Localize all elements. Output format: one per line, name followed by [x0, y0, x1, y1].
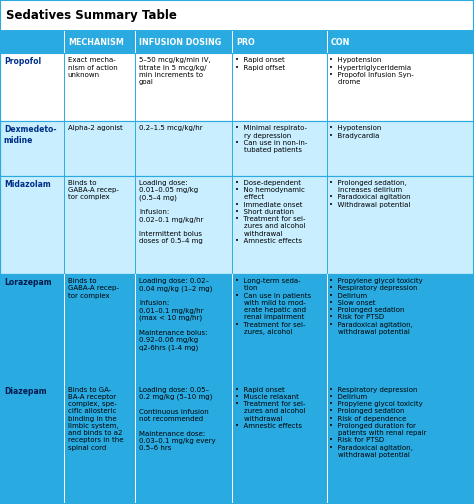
- Text: •  Rapid onset
•  Muscle relaxant
•  Treatment for sei-
    zures and alcohol
  : • Rapid onset • Muscle relaxant • Treatm…: [235, 387, 305, 429]
- Text: Propofol: Propofol: [4, 57, 41, 67]
- Text: Loading dose: 0.05–
0.2 mg/kg (5–10 mg)

Continuous infusion
not recommended

Ma: Loading dose: 0.05– 0.2 mg/kg (5–10 mg) …: [139, 387, 216, 451]
- Bar: [0, 383, 474, 504]
- Text: •  Propylene glycol toxicity
•  Respiratory depression
•  Delirium
•  Slow onset: • Propylene glycol toxicity • Respirator…: [329, 278, 423, 335]
- Text: •  Prolonged sedation,
    increases delirium
•  Paradoxical agitation
•  Withdr: • Prolonged sedation, increases delirium…: [329, 180, 411, 208]
- Bar: [0, 31, 474, 53]
- Text: Binds to
GABA-A recep-
tor complex: Binds to GABA-A recep- tor complex: [68, 180, 118, 201]
- Text: Loading dose: 0.02–
0.04 mg/kg (1–2 mg)

Infusion:
0.01–0.1 mg/kg/hr
(max < 10 m: Loading dose: 0.02– 0.04 mg/kg (1–2 mg) …: [139, 278, 212, 351]
- Text: Diazepam: Diazepam: [4, 387, 46, 396]
- Bar: [0, 53, 474, 121]
- Text: Binds to
GABA-A recep-
tor complex: Binds to GABA-A recep- tor complex: [68, 278, 118, 299]
- Text: Midazolam: Midazolam: [4, 180, 51, 189]
- Text: Alpha-2 agonist: Alpha-2 agonist: [68, 125, 123, 132]
- Text: PRO: PRO: [236, 38, 255, 47]
- Text: Binds to GA-
BA-A receptor
complex, spe-
cific allosteric
binding in the
limbic : Binds to GA- BA-A receptor complex, spe-…: [68, 387, 123, 451]
- Text: INFUSION DOSING: INFUSION DOSING: [139, 38, 221, 47]
- Bar: [0, 0, 474, 31]
- Text: 0.2–1.5 mcg/kg/hr: 0.2–1.5 mcg/kg/hr: [139, 125, 202, 132]
- Text: Exact mecha-
nism of action
unknown: Exact mecha- nism of action unknown: [68, 57, 118, 78]
- Text: 5–50 mcg/kg/min IV,
titrate in 5 mcg/kg/
min increments to
goal: 5–50 mcg/kg/min IV, titrate in 5 mcg/kg/…: [139, 57, 210, 85]
- Text: •  Minimal respirato-
    ry depression
•  Can use in non-in-
    tubated patien: • Minimal respirato- ry depression • Can…: [235, 125, 307, 153]
- Text: •  Hypotension
•  Bradycardia: • Hypotension • Bradycardia: [329, 125, 382, 139]
- Text: Sedatives Summary Table: Sedatives Summary Table: [6, 9, 176, 22]
- Text: •  Long-term seda-
    tion
•  Can use in patients
    with mild to mod-
    era: • Long-term seda- tion • Can use in pati…: [235, 278, 311, 335]
- Text: •  Hypotension
•  Hypertriglyceridemia
•  Propofol Infusion Syn-
    drome: • Hypotension • Hypertriglyceridemia • P…: [329, 57, 414, 85]
- Text: •  Respiratory depression
•  Delirium
•  Propylene glycol toxicity
•  Prolonged : • Respiratory depression • Delirium • Pr…: [329, 387, 427, 458]
- Bar: [0, 176, 474, 274]
- Text: •  Rapid onset
•  Rapid offset: • Rapid onset • Rapid offset: [235, 57, 285, 71]
- Text: Loading dose:
0.01–0.05 mg/kg
(0.5–4 mg)

Infusion:
0.02–0.1 mg/kg/hr

Intermitt: Loading dose: 0.01–0.05 mg/kg (0.5–4 mg)…: [139, 180, 203, 244]
- Text: MECHANISM: MECHANISM: [68, 38, 124, 47]
- Bar: [0, 121, 474, 176]
- Bar: [0, 274, 474, 383]
- Text: Lorazepam: Lorazepam: [4, 278, 51, 287]
- Text: Dexmedeto-
midine: Dexmedeto- midine: [4, 125, 56, 145]
- Text: •  Dose-dependent
•  No hemodynamic
    effect
•  Immediate onset
•  Short durat: • Dose-dependent • No hemodynamic effect…: [235, 180, 305, 244]
- Text: CON: CON: [331, 38, 350, 47]
